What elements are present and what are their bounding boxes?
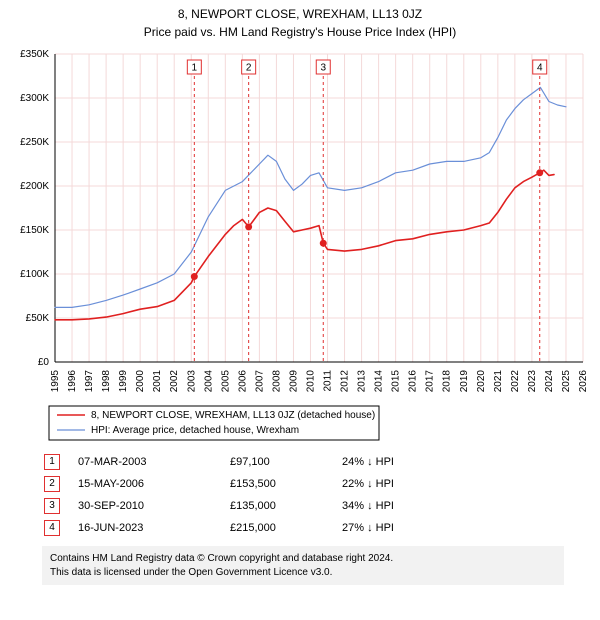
x-tick-label: 1998 [101,370,112,393]
event-date: 16-JUN-2023 [62,518,228,538]
x-tick-label: 2000 [135,370,146,393]
event-price: £153,500 [230,474,340,494]
x-tick-label: 2002 [169,370,180,393]
x-tick-label: 2019 [459,370,470,393]
chart-titles: 8, NEWPORT CLOSE, WREXHAM, LL13 0JZ Pric… [0,0,600,40]
x-tick-label: 2005 [220,370,231,393]
x-tick-label: 2016 [408,370,419,393]
x-tick-label: 2003 [186,370,197,393]
x-tick-label: 1999 [118,370,129,393]
sale-marker-label-4: 4 [537,63,543,74]
footer-line-2: This data is licensed under the Open Gov… [50,566,556,580]
y-tick-label: £250K [20,137,49,148]
price-chart: £0 £50K £100K £150K £200K £250K £300K £350K 1995… [7,44,593,404]
event-marker-3: 3 [44,498,60,514]
y-tick-label: £300K [20,93,49,104]
event-marker-2: 2 [44,476,60,492]
sale-event-row: 330-SEP-2010£135,00034% ↓ HPI [44,496,422,516]
x-tick-label: 2009 [288,370,299,393]
event-pct: 24% ↓ HPI [342,452,422,472]
sale-marker-label-1: 1 [192,63,198,74]
sales-events-table: 107-MAR-2003£97,10024% ↓ HPI215-MAY-2006… [42,450,424,540]
x-tick-label: 2008 [271,370,282,393]
x-tick-label: 2020 [476,370,487,393]
y-tick-label: £0 [38,357,50,368]
x-tick-label: 2024 [544,370,555,393]
title-line-2: Price paid vs. HM Land Registry's House … [0,24,600,40]
event-price: £97,100 [230,452,340,472]
footer-line-1: Contains HM Land Registry data © Crown c… [50,552,556,566]
x-tick-label: 2014 [374,370,385,393]
event-price: £215,000 [230,518,340,538]
event-pct: 22% ↓ HPI [342,474,422,494]
sale-event-row: 416-JUN-2023£215,00027% ↓ HPI [44,518,422,538]
x-tick-label: 1997 [84,370,95,393]
x-tick-label: 2025 [561,370,572,393]
event-date: 15-MAY-2006 [62,474,228,494]
event-date: 30-SEP-2010 [62,496,228,516]
x-tick-label: 2026 [578,370,589,393]
event-pct: 34% ↓ HPI [342,496,422,516]
x-tick-label: 2007 [254,370,265,393]
event-marker-4: 4 [44,520,60,536]
sale-marker-label-2: 2 [246,63,252,74]
y-tick-label: £100K [20,269,49,280]
sale-event-row: 215-MAY-2006£153,50022% ↓ HPI [44,474,422,494]
chart-container: £0 £50K £100K £150K £200K £250K £300K £350K 1995… [7,44,593,444]
x-tick-label: 2017 [425,370,436,393]
x-tick-label: 2013 [357,370,368,393]
x-tick-label: 2022 [510,370,521,393]
x-tick-label: 2012 [340,370,351,393]
event-pct: 27% ↓ HPI [342,518,422,538]
legend-item-label: HPI: Average price, detached house, Wrex… [91,425,299,436]
sale-event-row: 107-MAR-2003£97,10024% ↓ HPI [44,452,422,472]
x-tick-label: 2006 [237,370,248,393]
sale-marker-label-3: 3 [320,63,326,74]
x-tick-label: 2015 [391,370,402,393]
title-line-1: 8, NEWPORT CLOSE, WREXHAM, LL13 0JZ [0,6,600,22]
x-tick-label: 2021 [493,370,504,393]
y-tick-label: £350K [20,49,49,60]
legend-item-label: 8, NEWPORT CLOSE, WREXHAM, LL13 0JZ (det… [91,410,375,421]
event-marker-1: 1 [44,454,60,470]
y-tick-label: £200K [20,181,49,192]
chart-legend: 8, NEWPORT CLOSE, WREXHAM, LL13 0JZ (det… [7,404,593,444]
x-tick-label: 2004 [203,370,214,393]
event-date: 07-MAR-2003 [62,452,228,472]
x-tick-label: 2010 [305,370,316,393]
x-tick-label: 1996 [67,370,78,393]
y-tick-label: £150K [20,225,49,236]
y-tick-label: £50K [26,313,50,324]
x-tick-label: 2011 [323,370,334,392]
attribution-footer: Contains HM Land Registry data © Crown c… [42,546,564,585]
x-tick-label: 2001 [152,370,163,393]
x-tick-label: 1995 [50,370,61,393]
x-tick-label: 2018 [442,370,453,393]
event-price: £135,000 [230,496,340,516]
x-tick-label: 2023 [527,370,538,393]
